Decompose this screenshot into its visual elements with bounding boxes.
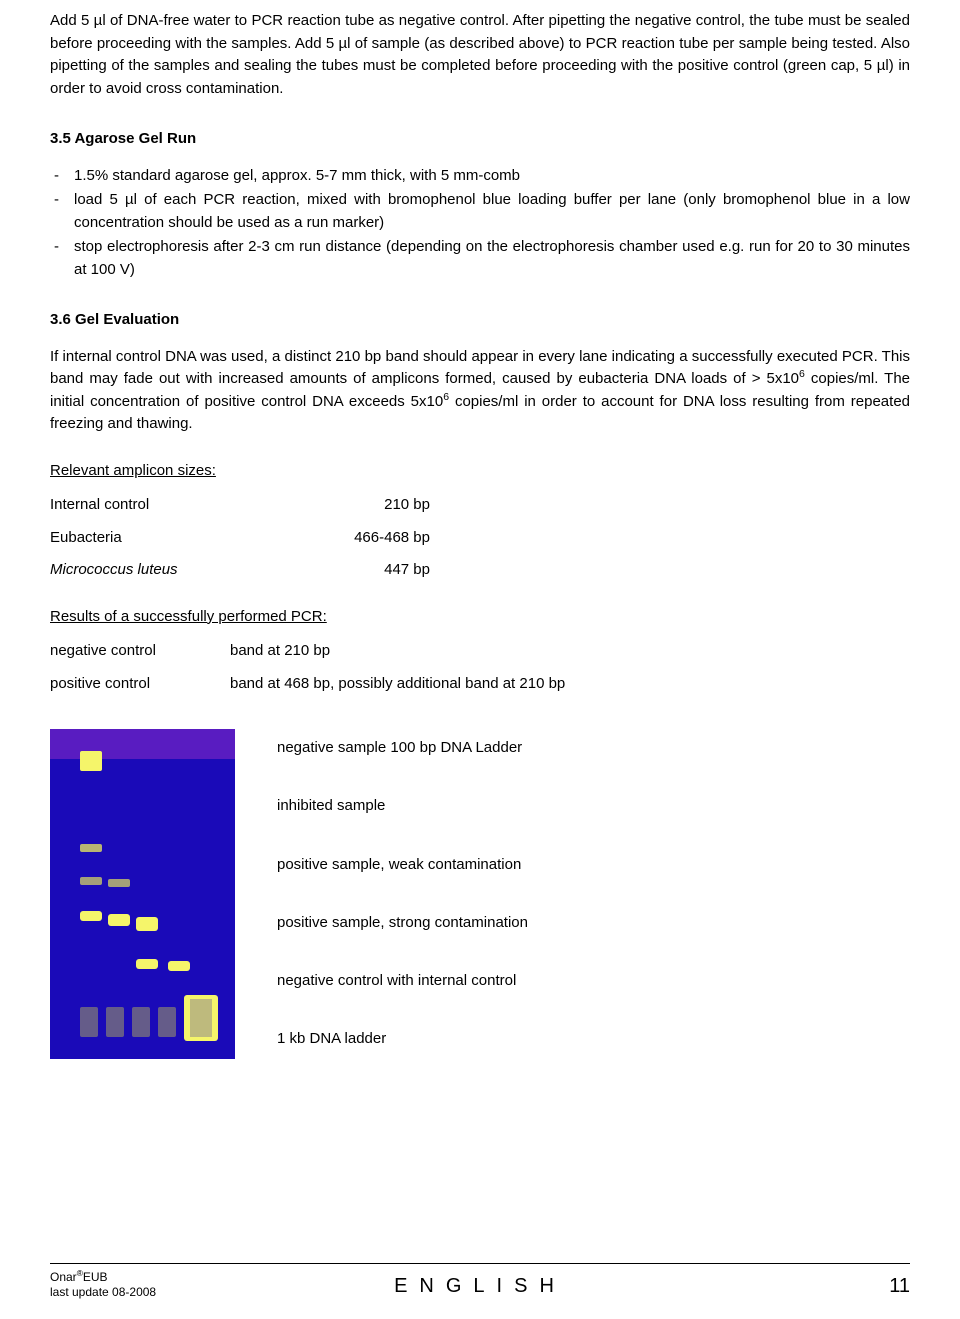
text-span: If internal control DNA was used, a dist…	[50, 348, 910, 388]
gel-labels: negative sample 100 bp DNA Ladder inhibi…	[277, 729, 528, 1059]
results-table: negative control band at 210 bp positive…	[50, 640, 910, 695]
table-row: Internal control 210 bp	[50, 494, 910, 517]
list-item: 1.5% standard agarose gel, approx. 5-7 m…	[50, 165, 910, 188]
section-36-title: 3.6 Gel Evaluation	[50, 309, 910, 332]
table-row: Micrococcus luteus 447 bp	[50, 559, 910, 582]
gel-label: 1 kb DNA ladder	[277, 1028, 528, 1051]
table-row: negative control band at 210 bp	[50, 640, 910, 663]
gel-image	[50, 729, 235, 1059]
amplicon-heading: Relevant amplicon sizes:	[50, 460, 910, 483]
gel-label: negative control with internal control	[277, 970, 528, 993]
amplicon-value: 210 bp	[320, 494, 430, 517]
footer-language: ENGLISH	[50, 1271, 910, 1301]
list-item: stop electrophoresis after 2-3 cm run di…	[50, 236, 910, 281]
table-row: positive control band at 468 bp, possibl…	[50, 673, 910, 696]
gel-label: inhibited sample	[277, 795, 528, 818]
section-35-list: 1.5% standard agarose gel, approx. 5-7 m…	[50, 165, 910, 282]
gel-label: positive sample, strong contamination	[277, 912, 528, 935]
result-label: positive control	[50, 673, 230, 696]
section-36-paragraph: If internal control DNA was used, a dist…	[50, 346, 910, 436]
amplicon-table: Internal control 210 bp Eubacteria 466-4…	[50, 494, 910, 582]
result-value: band at 210 bp	[230, 640, 910, 663]
footer-left: Onar®EUB last update 08-2008	[50, 1270, 156, 1301]
amplicon-label: Eubacteria	[50, 527, 320, 550]
footer-product-suffix: EUB	[83, 1270, 108, 1284]
result-value: band at 468 bp, possibly additional band…	[230, 673, 910, 696]
amplicon-label: Internal control	[50, 494, 320, 517]
gel-section: negative sample 100 bp DNA Ladder inhibi…	[50, 729, 910, 1059]
page-footer: Onar®EUB last update 08-2008 ENGLISH 11	[50, 1263, 910, 1301]
result-label: negative control	[50, 640, 230, 663]
footer-update: last update 08-2008	[50, 1285, 156, 1301]
gel-label: positive sample, weak contamination	[277, 854, 528, 877]
footer-product: Onar	[50, 1270, 77, 1284]
amplicon-value: 466-468 bp	[320, 527, 430, 550]
list-item: load 5 µl of each PCR reaction, mixed wi…	[50, 189, 910, 234]
amplicon-value: 447 bp	[320, 559, 430, 582]
footer-page-number: 11	[889, 1271, 910, 1301]
section-35-title: 3.5 Agarose Gel Run	[50, 128, 910, 151]
table-row: Eubacteria 466-468 bp	[50, 527, 910, 550]
gel-label: negative sample 100 bp DNA Ladder	[277, 737, 528, 760]
results-heading: Results of a successfully performed PCR:	[50, 606, 910, 629]
intro-paragraph: Add 5 µl of DNA-free water to PCR reacti…	[50, 10, 910, 100]
amplicon-label: Micrococcus luteus	[50, 559, 320, 582]
